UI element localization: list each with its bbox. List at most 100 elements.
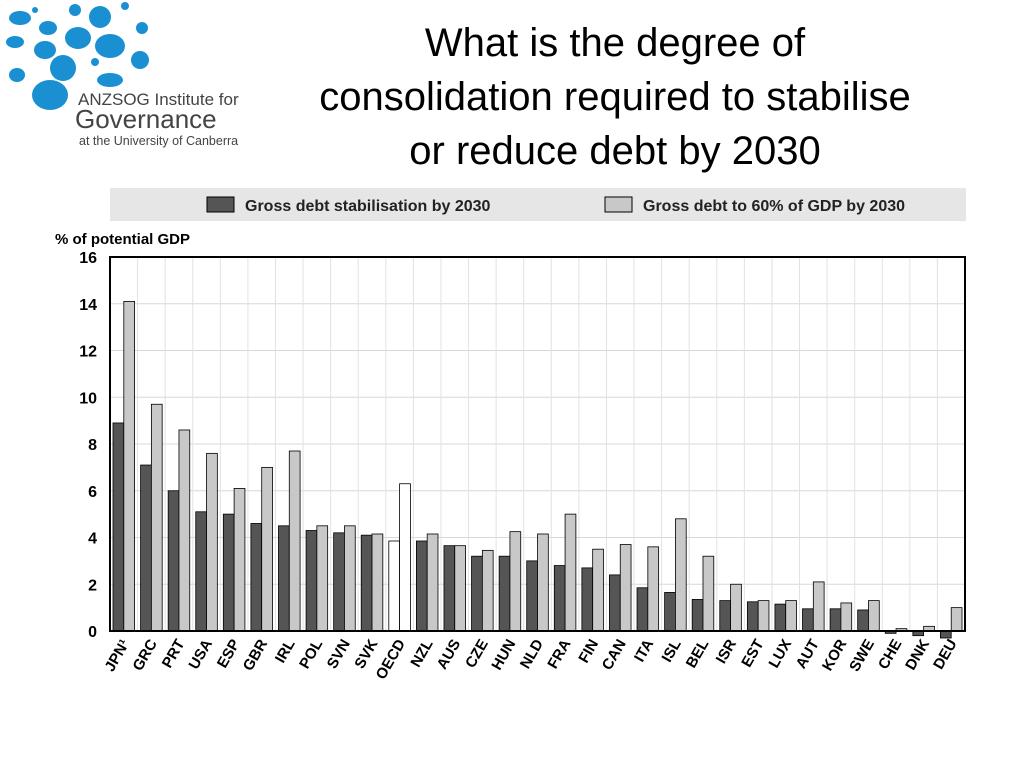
legend-swatch-1 bbox=[206, 196, 235, 213]
legend-label-1: Gross debt stabilisation by 2030 bbox=[245, 198, 491, 215]
x-tick-label-cze: CZE bbox=[462, 637, 492, 671]
bar-irl-series2 bbox=[288, 450, 301, 632]
legend-label-2: Gross debt to 60% of GDP by 2030 bbox=[643, 198, 905, 215]
bar-cze-series1 bbox=[471, 555, 483, 632]
x-tick-label-lux: LUX bbox=[765, 637, 795, 671]
x-tick-label-nzl: NZL bbox=[407, 637, 436, 671]
y-axis-label: % of potential GDP bbox=[55, 231, 190, 248]
bar-fra-series1 bbox=[553, 565, 566, 632]
bar-fin-series1 bbox=[581, 567, 594, 632]
x-tick-label-jpn: JPN¹ bbox=[101, 637, 133, 675]
x-tick-label-isl: ISL bbox=[658, 637, 684, 666]
x-tick-label-dnk: DNK bbox=[902, 636, 933, 673]
x-tick-label-fin: FIN bbox=[575, 637, 602, 666]
bar-isr-series2 bbox=[730, 583, 742, 632]
x-tick-label-isr: ISR bbox=[713, 636, 740, 666]
y-tick-label: 6 bbox=[88, 484, 97, 501]
x-tick-label-can: CAN bbox=[599, 637, 630, 674]
x-tick-label-bel: BEL bbox=[683, 637, 713, 671]
logo-dots-icon bbox=[6, 2, 149, 110]
bar-grc-series1 bbox=[140, 464, 152, 632]
bar-nzl-series2 bbox=[426, 533, 439, 632]
bar-isr-series1 bbox=[719, 600, 731, 632]
bar-prt-series2 bbox=[178, 429, 191, 632]
bar-oecd-series2 bbox=[399, 483, 411, 632]
bar-lux-series1 bbox=[774, 603, 787, 632]
bar-lux-series2 bbox=[785, 600, 797, 632]
x-tick-label-swe: SWE bbox=[846, 637, 878, 675]
x-tick-label-irl: IRL bbox=[272, 637, 299, 666]
x-tick-label-grc: GRC bbox=[129, 636, 160, 674]
title-line-3: or reduce debt by 2030 bbox=[409, 129, 821, 173]
bar-svk-series1 bbox=[360, 534, 373, 632]
y-tick-label: 12 bbox=[79, 344, 97, 361]
bar-pol-series1 bbox=[305, 530, 318, 632]
bar-ita-series2 bbox=[647, 546, 660, 632]
x-tick-label-fra: FRA bbox=[544, 636, 574, 671]
bar-gbr-series2 bbox=[261, 466, 273, 632]
y-tick-label: 8 bbox=[88, 437, 97, 454]
bar-prt-series1 bbox=[167, 490, 180, 632]
x-tick-label-aus: AUS bbox=[434, 637, 465, 673]
bar-cze-series2 bbox=[481, 549, 494, 632]
bar-irl-series1 bbox=[278, 525, 290, 632]
bar-kor-series1 bbox=[829, 608, 842, 632]
bar-esp-series1 bbox=[222, 513, 235, 632]
bar-jpn-series2 bbox=[123, 301, 136, 632]
bar-nld-series2 bbox=[537, 533, 549, 632]
bar-swe-series2 bbox=[868, 600, 880, 632]
bar-esp-series2 bbox=[233, 488, 246, 632]
legend-swatch-2 bbox=[604, 196, 633, 213]
x-tick-label-est: EST bbox=[738, 637, 767, 671]
bar-bel-series2 bbox=[702, 555, 715, 632]
x-tick-label-aut: AUT bbox=[793, 637, 823, 672]
bar-chart: Gross debt stabilisation by 2030 Gross de… bbox=[55, 188, 966, 683]
bar-nzl-series1 bbox=[415, 540, 428, 632]
bar-fra-series2 bbox=[564, 513, 577, 632]
bar-aus-series2 bbox=[454, 545, 466, 632]
bar-kor-series2 bbox=[840, 602, 853, 632]
x-tick-label-prt: PRT bbox=[159, 637, 189, 671]
anzsog-logo: ANZSOG Institute for Governance at the U… bbox=[0, 0, 260, 160]
slide-title: What is the degree of consolidation requ… bbox=[260, 16, 970, 178]
x-tick-label-kor: KOR bbox=[819, 636, 850, 674]
bar-aut-series1 bbox=[802, 608, 814, 632]
x-tick-label-pol: POL bbox=[296, 637, 326, 672]
x-tick-label-nld: NLD bbox=[517, 636, 547, 671]
bar-aut-series2 bbox=[812, 581, 825, 632]
bar-nld-series1 bbox=[526, 560, 538, 632]
bar-isl-series2 bbox=[675, 518, 687, 632]
legend-band bbox=[110, 188, 966, 221]
bar-svn-series2 bbox=[344, 525, 356, 632]
bar-svk-series2 bbox=[371, 533, 384, 632]
x-tick-label-ita: ITA bbox=[631, 636, 657, 665]
bar-hun-series2 bbox=[509, 531, 522, 632]
x-tick-label-svn: SVN bbox=[324, 637, 354, 672]
bar-isl-series1 bbox=[664, 592, 676, 632]
y-tick-label: 14 bbox=[79, 297, 97, 314]
bar-usa-series1 bbox=[195, 511, 207, 632]
bar-est-series2 bbox=[757, 600, 770, 632]
bar-svn-series1 bbox=[333, 532, 345, 632]
title-line-1: What is the degree of bbox=[424, 21, 806, 65]
x-tick-label-gbr: GBR bbox=[240, 636, 271, 674]
bar-oecd-series1 bbox=[388, 540, 401, 632]
bar-est-series1 bbox=[746, 601, 759, 632]
bar-hun-series1 bbox=[498, 555, 511, 632]
x-tick-label-che: CHE bbox=[875, 637, 906, 673]
y-tick-label: 4 bbox=[88, 531, 97, 548]
logo-text-line1: ANZSOG Institute for bbox=[78, 90, 239, 109]
bar-bel-series1 bbox=[691, 599, 704, 632]
bar-grc-series2 bbox=[150, 403, 163, 632]
bar-can-series1 bbox=[609, 574, 621, 632]
y-tick-label: 0 bbox=[88, 624, 97, 641]
logo-text-line3: at the University of Canberra bbox=[79, 134, 239, 148]
bar-aus-series1 bbox=[443, 545, 456, 632]
bar-jpn-series1 bbox=[112, 422, 125, 632]
bar-ita-series1 bbox=[636, 587, 649, 632]
bar-deu-series2 bbox=[950, 607, 963, 632]
x-tick-label-hun: HUN bbox=[488, 637, 519, 674]
y-tick-label: 10 bbox=[79, 390, 97, 407]
bar-swe-series1 bbox=[857, 609, 869, 632]
y-tick-label: 16 bbox=[79, 250, 97, 267]
